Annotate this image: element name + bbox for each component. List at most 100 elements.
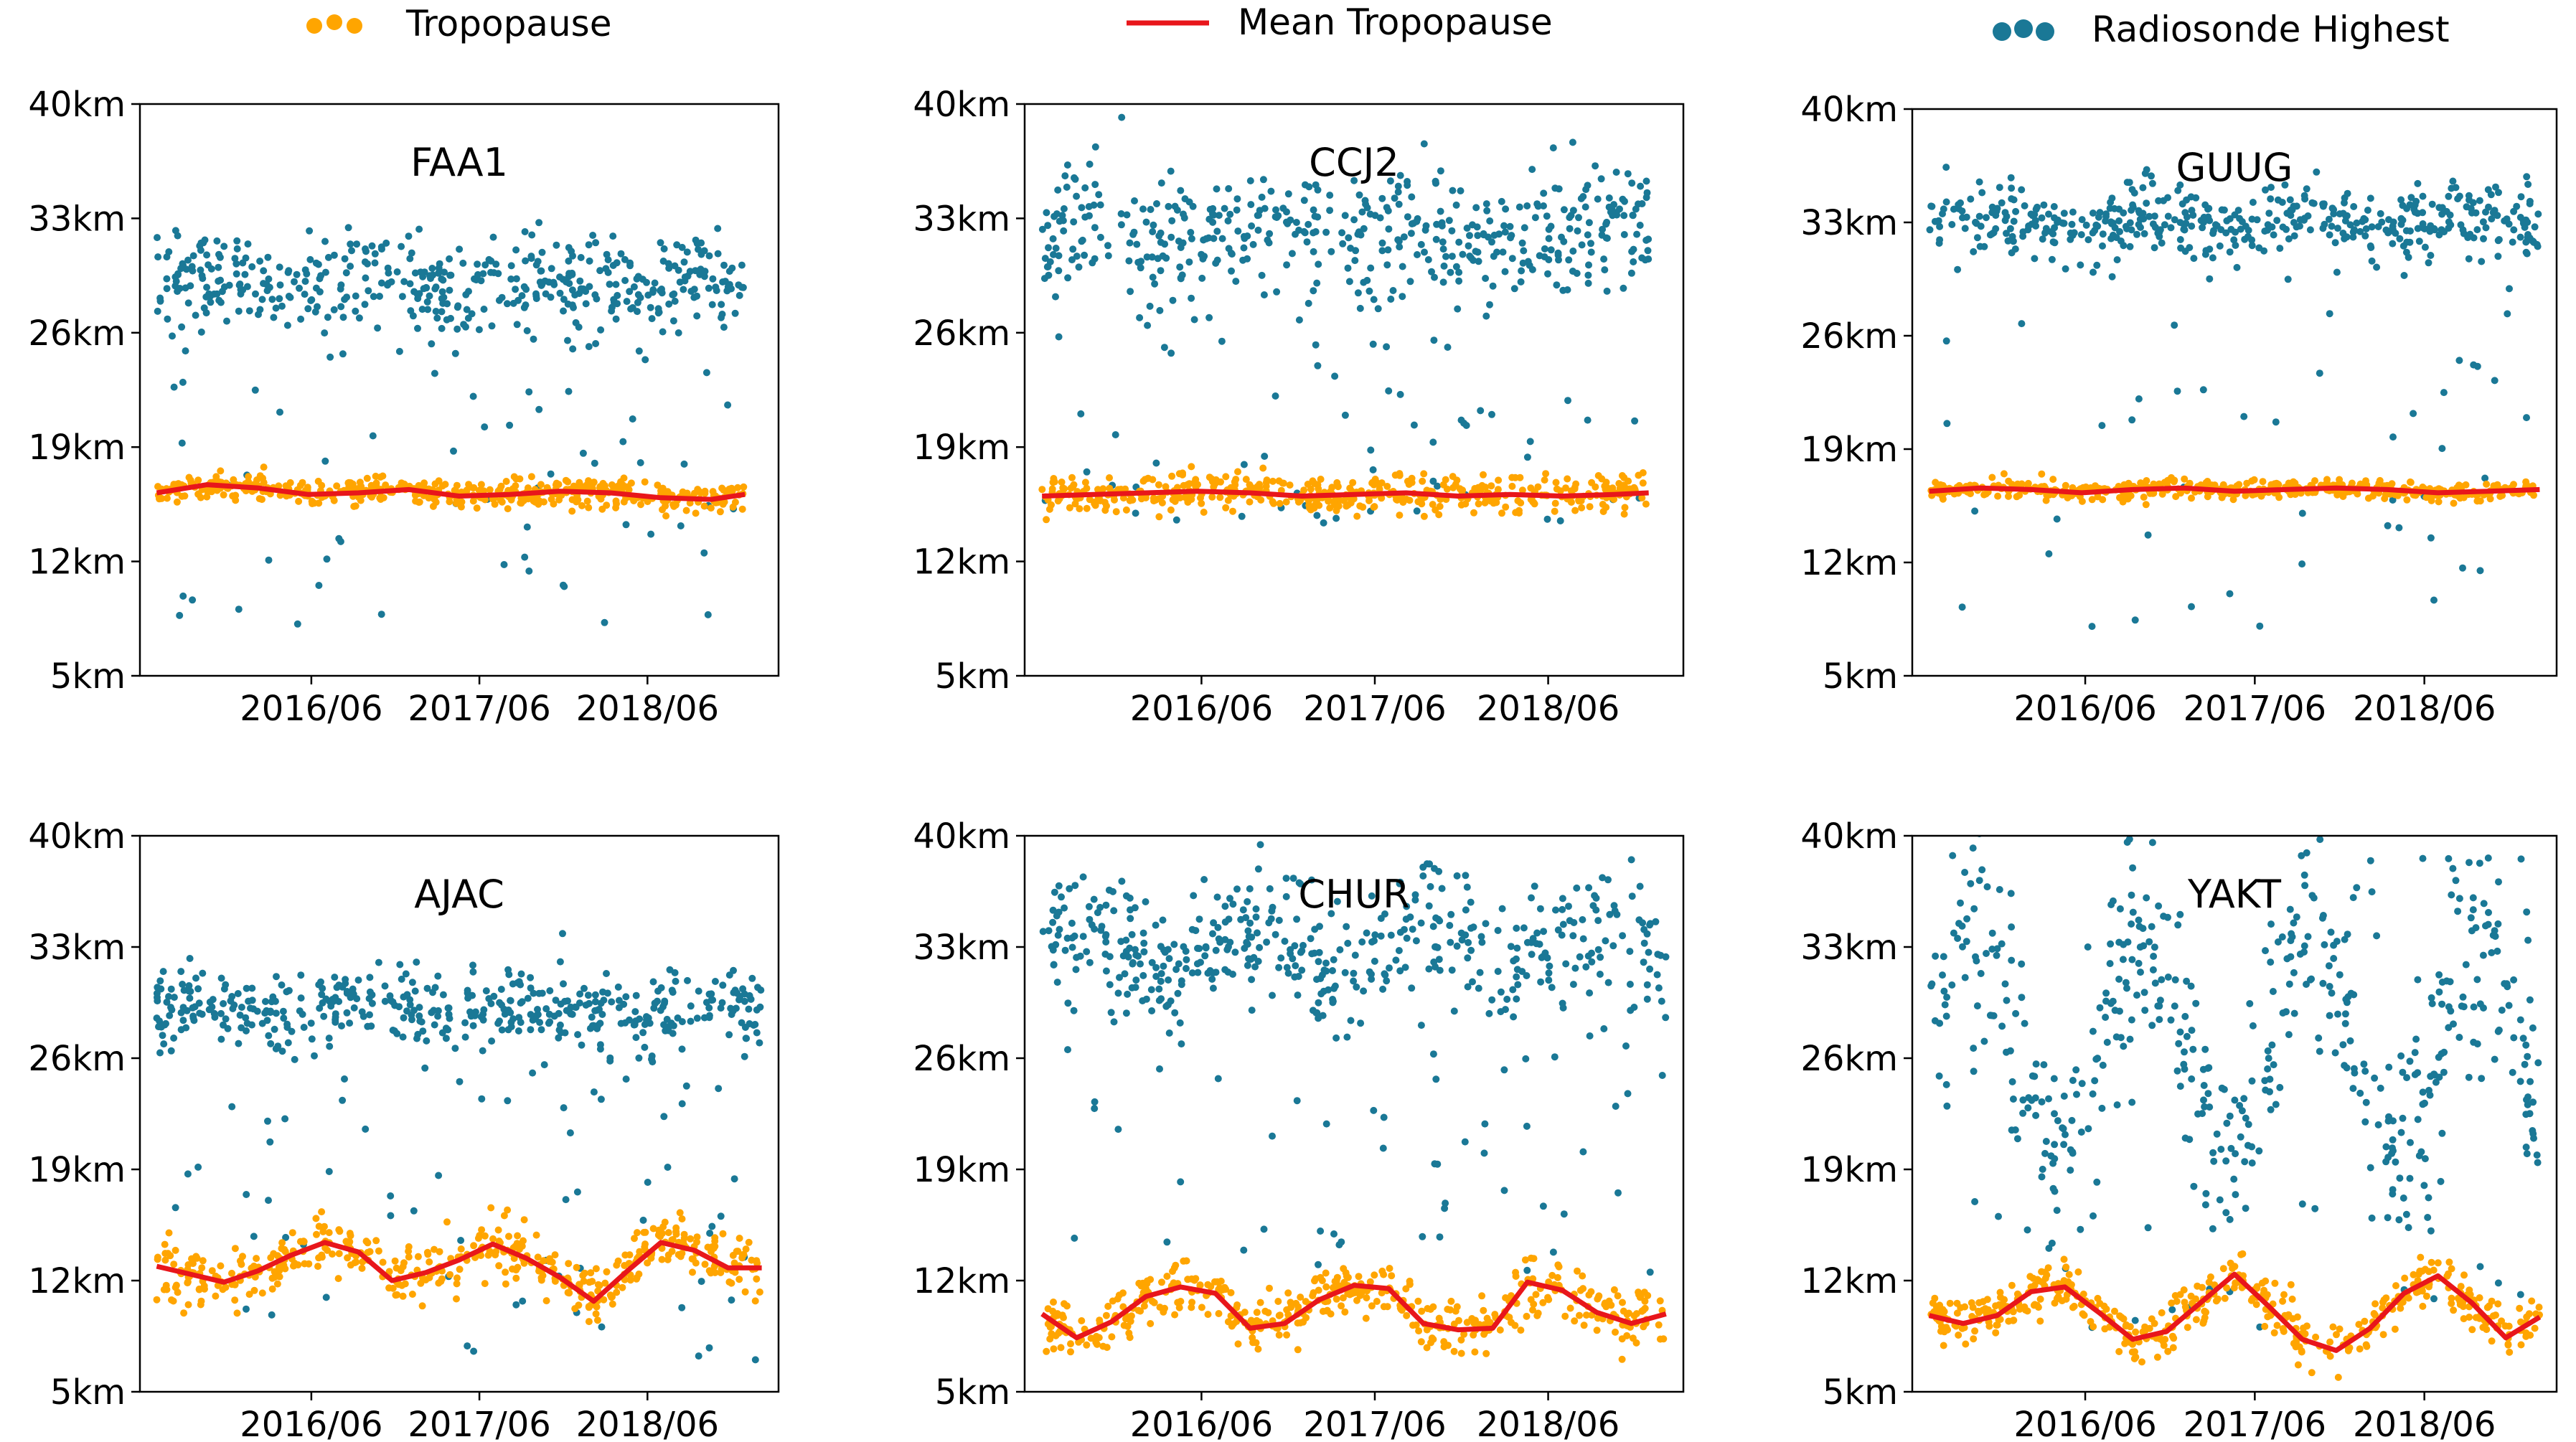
radiosonde-point	[466, 1008, 474, 1016]
tropopause-point	[478, 1226, 486, 1234]
radiosonde-point	[573, 1188, 581, 1196]
radiosonde-point	[1520, 224, 1528, 232]
radiosonde-point	[1431, 864, 1438, 872]
tropopause-point	[753, 1275, 761, 1283]
radiosonde-point	[2397, 196, 2405, 204]
radiosonde-point	[2494, 253, 2502, 260]
radiosonde-point	[1150, 221, 1157, 229]
tropopause-point	[1632, 1310, 1640, 1318]
tropopause-point	[587, 1269, 595, 1277]
tropopause-point	[1423, 1344, 1431, 1352]
radiosonde-point	[1126, 239, 1134, 247]
radiosonde-point	[459, 259, 467, 267]
tropopause-point	[1380, 1271, 1388, 1278]
radiosonde-point	[560, 296, 568, 303]
radiosonde-point	[527, 974, 535, 981]
radiosonde-point	[1244, 897, 1251, 905]
radiosonde-point	[423, 1037, 431, 1045]
radiosonde-point	[272, 1009, 280, 1017]
tropopause-point	[1406, 1277, 1414, 1285]
radiosonde-point	[326, 1042, 334, 1050]
radiosonde-point	[2361, 232, 2369, 240]
tropopause-point	[627, 479, 635, 487]
tropopause-point	[2427, 496, 2435, 504]
tropopause-point	[1075, 1338, 1083, 1346]
radiosonde-point	[1326, 207, 1334, 215]
radiosonde-point	[574, 1031, 582, 1039]
tropopause-point	[282, 482, 290, 490]
radiosonde-point	[1077, 410, 1085, 418]
radiosonde-point	[1176, 1019, 1184, 1027]
radiosonde-point	[1279, 204, 1287, 212]
tropopause-point	[1068, 473, 1076, 481]
radiosonde-point	[1091, 255, 1099, 263]
radiosonde-point	[248, 1021, 255, 1029]
radiosonde-point	[1165, 955, 1173, 963]
radiosonde-point	[1351, 951, 1359, 959]
tropopause-point	[358, 1264, 366, 1272]
tropopause-point	[2362, 477, 2369, 485]
radiosonde-point	[300, 1024, 308, 1031]
radiosonde-point	[1159, 252, 1167, 260]
radiosonde-point	[528, 231, 536, 239]
tropopause-point	[275, 482, 283, 490]
radiosonde-point	[1640, 925, 1648, 933]
radiosonde-point	[315, 582, 323, 589]
radiosonde-point	[1363, 276, 1371, 284]
radiosonde-point	[1343, 923, 1350, 930]
radiosonde-point	[1327, 910, 1335, 918]
radiosonde-point	[2176, 181, 2184, 189]
radiosonde-point	[470, 1347, 478, 1355]
radiosonde-point	[1537, 978, 1545, 986]
tropopause-point	[583, 481, 591, 489]
radiosonde-point	[153, 1014, 161, 1022]
radiosonde-point	[347, 240, 354, 248]
y-tick-label: 5km	[1823, 656, 1898, 697]
tropopause-point	[405, 1253, 413, 1261]
radiosonde-point	[235, 1040, 243, 1047]
radiosonde-point	[1294, 991, 1302, 999]
tropopause-point	[391, 1257, 399, 1265]
radiosonde-point	[1271, 392, 1279, 400]
radiosonde-point	[555, 1009, 563, 1017]
radiosonde-point	[1224, 969, 1232, 976]
tropopause-point	[644, 1259, 652, 1267]
radiosonde-point	[1464, 983, 1472, 991]
radiosonde-point	[1330, 984, 1338, 992]
radiosonde-point	[619, 438, 627, 446]
radiosonde-point	[1134, 952, 1142, 960]
radiosonde-point	[174, 288, 182, 296]
tropopause-point	[2476, 497, 2484, 505]
radiosonde-point	[678, 1045, 686, 1053]
tropopause-point	[742, 1245, 750, 1253]
radiosonde-point	[1551, 1053, 1559, 1061]
radiosonde-point	[341, 255, 349, 263]
radiosonde-point	[2240, 413, 2248, 420]
legend-radiosonde-marker	[2036, 22, 2054, 41]
radiosonde-point	[1308, 950, 1316, 958]
radiosonde-point	[512, 286, 520, 293]
radiosonde-point	[1403, 934, 1411, 942]
radiosonde-point	[674, 1014, 682, 1022]
radiosonde-point	[1554, 926, 1562, 934]
radiosonde-point	[1961, 225, 1969, 232]
tropopause-point	[1545, 1296, 1553, 1304]
radiosonde-point	[678, 1100, 686, 1108]
radiosonde-point	[1116, 974, 1123, 981]
radiosonde-point	[339, 1096, 347, 1104]
radiosonde-point	[320, 1012, 328, 1020]
radiosonde-point	[731, 309, 739, 317]
radiosonde-point	[496, 999, 504, 1007]
tropopause-point	[230, 476, 238, 484]
radiosonde-point	[1970, 248, 1978, 255]
radiosonde-point	[279, 1007, 287, 1015]
tropopause-point	[596, 483, 604, 491]
radiosonde-point	[1308, 876, 1315, 884]
radiosonde-point	[1175, 960, 1183, 968]
radiosonde-point	[1213, 185, 1221, 193]
radiosonde-point	[562, 1196, 570, 1204]
radiosonde-point	[488, 322, 496, 330]
radiosonde-point	[1495, 230, 1503, 238]
radiosonde-point	[545, 1010, 553, 1018]
tropopause-point	[335, 1250, 343, 1258]
